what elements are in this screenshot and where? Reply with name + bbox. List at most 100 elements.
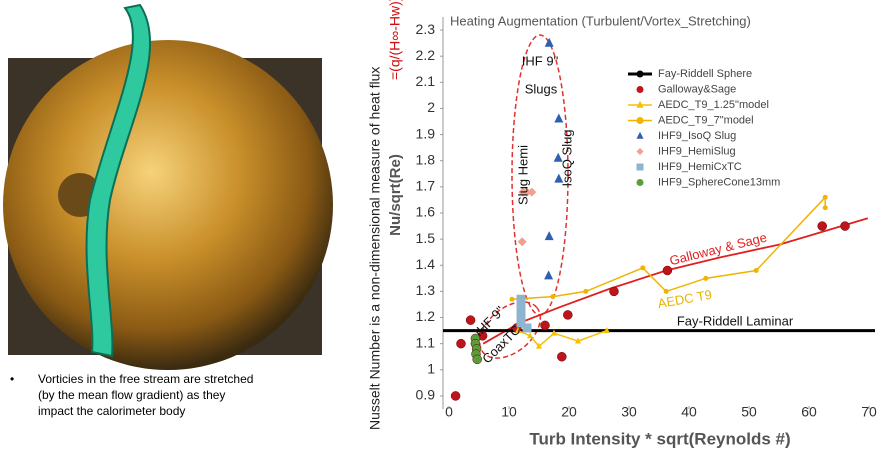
marker [822, 205, 828, 211]
y-tick-label: 0.9 [416, 387, 436, 403]
marker [563, 310, 573, 320]
y-tick-label: 1.3 [416, 282, 436, 298]
caption-line: impact the calorimeter body [38, 404, 185, 418]
marker [636, 117, 644, 124]
annotation: Slug Hemi [515, 145, 530, 205]
marker [516, 302, 526, 312]
bullet: • [10, 372, 14, 386]
marker [557, 351, 567, 362]
caption-line: Vorticies in the free stream are stretch… [38, 372, 253, 386]
marker [636, 163, 644, 171]
photo [3, 3, 333, 370]
marker [516, 318, 526, 328]
legend-label[interactable]: IHF9_HemiCxTC [658, 161, 742, 173]
marker [753, 267, 759, 273]
group-ellipse [478, 301, 542, 359]
marker [515, 327, 521, 333]
marker [662, 265, 673, 276]
x-tick-label: 0 [445, 404, 453, 420]
legend-label[interactable]: AEDC_T9_7"model [658, 114, 754, 126]
marker [636, 86, 644, 93]
caption-line: (by the mean flow gradient) as they [38, 388, 225, 402]
marker [456, 338, 466, 349]
y-tick-label: 1.1 [416, 334, 436, 350]
y-tick-label: 1.8 [416, 151, 436, 167]
annotation: Fay-Riddell Laminar [677, 313, 794, 328]
marker [544, 37, 554, 47]
marker [522, 187, 532, 197]
marker [640, 265, 646, 271]
marker [575, 337, 581, 344]
marker [536, 342, 542, 349]
annotation: IsoQ Slug [559, 129, 574, 186]
y-tick-label: 2.2 [416, 47, 436, 63]
marker [840, 221, 850, 231]
marker [544, 270, 554, 280]
marker [554, 173, 564, 183]
y-tick-label: 1.6 [416, 204, 436, 220]
y-tick-label: 2.3 [416, 21, 436, 37]
y-tick-label: 1 [427, 361, 435, 377]
y-tick-label: 2.1 [416, 73, 436, 89]
series-line [511, 195, 826, 300]
y-tick-label: 1.5 [416, 230, 436, 246]
marker [522, 323, 532, 333]
annotation: Slugs [525, 81, 558, 96]
x-axis-label: Turb Intensity * sqrt(Reynolds #) [529, 429, 790, 448]
x-tick-label: 40 [681, 404, 697, 420]
marker [450, 391, 461, 401]
marker [663, 288, 669, 294]
marker [822, 194, 828, 200]
marker [517, 237, 527, 247]
x-tick-label: 70 [861, 404, 877, 420]
marker [516, 294, 526, 304]
annotation: IHF 9" [522, 53, 559, 68]
marker [544, 231, 554, 241]
marker [609, 286, 619, 297]
legend-label[interactable]: AEDC_T9_1.25"model [658, 99, 769, 111]
marker [553, 152, 563, 162]
marker [636, 70, 644, 78]
marker [636, 100, 644, 108]
marker [703, 275, 709, 281]
y-axis-outer-label: Nusselt Number is a non-dimensional meas… [367, 67, 383, 430]
chart-title: Heating Augmentation (Turbulent/Vortex_S… [450, 13, 751, 28]
x-tick-label: 50 [741, 404, 757, 420]
series-line [517, 329, 608, 348]
marker [540, 320, 550, 331]
y-tick-label: 1.4 [416, 256, 436, 272]
marker [516, 310, 526, 320]
marker [636, 131, 644, 139]
y-axis-formula: =(q/(H∞-Hw))*(Cp/k)*D [387, 0, 403, 80]
marker [636, 148, 644, 155]
y-tick-label: 2 [427, 99, 435, 115]
marker [554, 113, 564, 123]
x-tick-label: 10 [501, 404, 517, 420]
y-tick-label: 1.9 [416, 125, 436, 141]
marker [509, 296, 515, 302]
legend-label[interactable]: IHF9_IsoQ Slug [658, 130, 736, 142]
marker [551, 329, 557, 336]
marker [636, 179, 644, 186]
marker [527, 187, 537, 197]
marker [472, 354, 482, 365]
marker [603, 327, 610, 333]
y-tick-label: 1.7 [416, 178, 436, 194]
fit-curve [482, 217, 869, 345]
legend-label[interactable]: IHF9_SphereCone13mm [658, 176, 780, 188]
fit-label: Galloway & Sage [668, 230, 768, 269]
marker [465, 315, 476, 325]
legend-label[interactable]: IHF9_HemiSlug [658, 145, 736, 157]
x-tick-label: 60 [801, 404, 817, 420]
legend-label[interactable]: Fay-Riddell Sphere [658, 68, 752, 80]
marker [583, 288, 589, 294]
marker [550, 294, 556, 300]
y-axis-label: Nu/sqrt(Re) [387, 154, 404, 236]
x-tick-label: 30 [621, 404, 637, 420]
x-tick-label: 20 [561, 404, 577, 420]
legend-label[interactable]: Galloway&Sage [658, 83, 736, 95]
marker [527, 332, 533, 339]
y-tick-label: 1.2 [416, 308, 436, 324]
marker [817, 221, 827, 231]
